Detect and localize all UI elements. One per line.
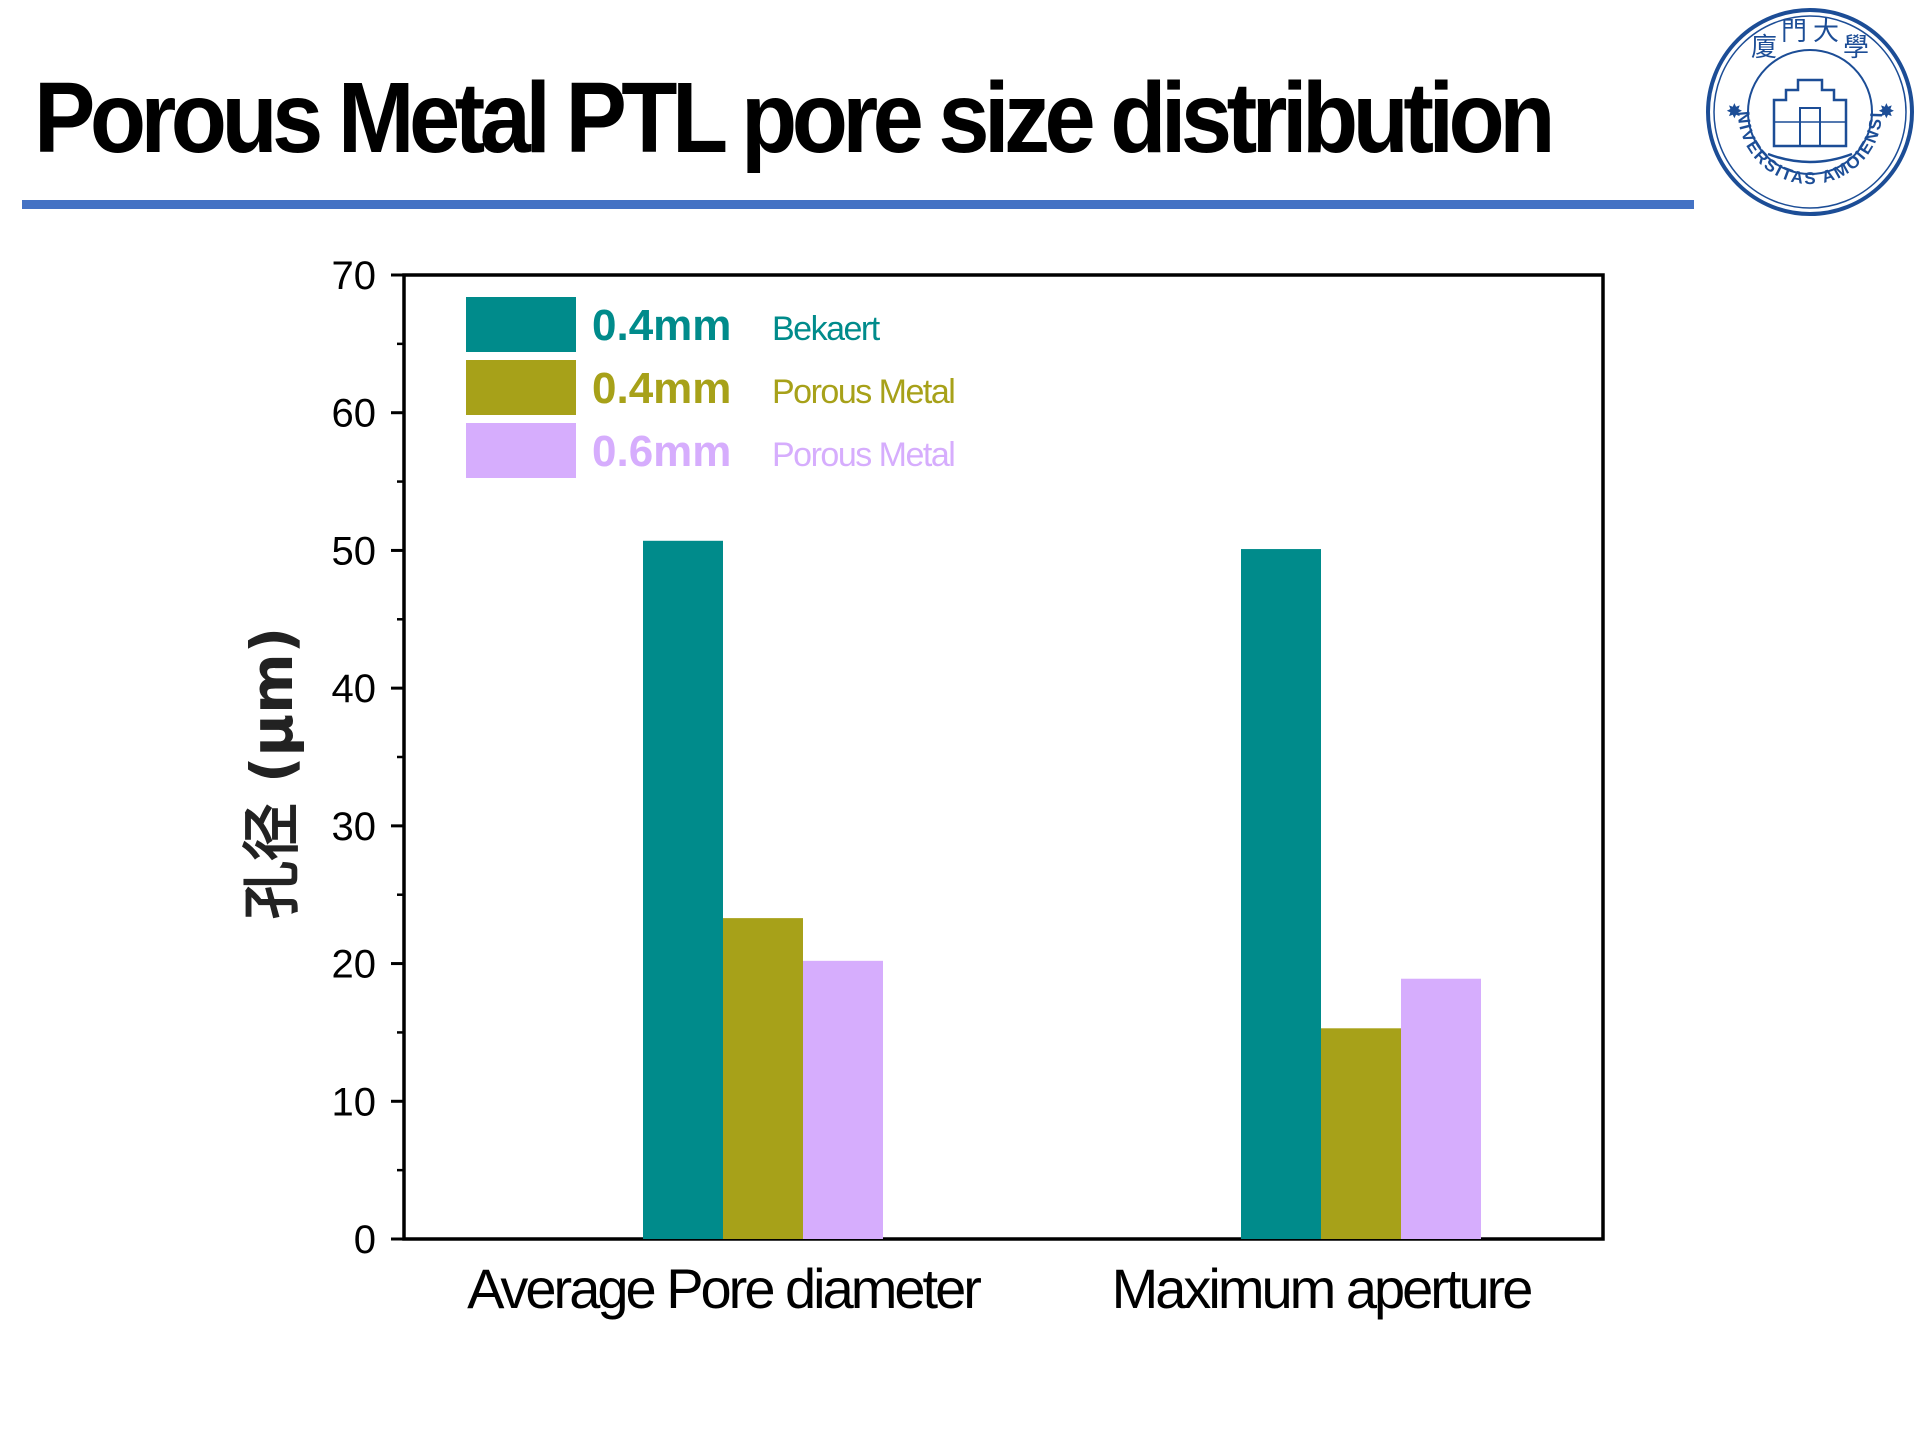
x-category-label: Maximum aperture <box>1112 1257 1532 1320</box>
title-divider <box>22 200 1694 209</box>
bar <box>803 960 883 1239</box>
x-category-label: Average Pore diameter <box>467 1257 981 1320</box>
bar <box>723 918 803 1239</box>
legend-size-label: 0.6mm <box>592 427 731 476</box>
university-seal-logo: 廈 門 大 學 UNIVERSITAS AMOIENSIS ✸ ✸ <box>1702 4 1914 216</box>
legend-series-name: Bekaert <box>772 310 881 348</box>
legend-size-label: 0.4mm <box>592 301 731 350</box>
legend-swatch <box>466 423 576 478</box>
seal-character: 大 <box>1813 17 1839 47</box>
y-tick-label: 60 <box>332 392 377 436</box>
legend-swatch <box>466 360 576 415</box>
seal-character: 學 <box>1843 33 1869 63</box>
seal-star: ✸ <box>1726 99 1743 123</box>
y-tick-label: 70 <box>332 254 377 298</box>
svg-text:孔径 (μm): 孔径 (μm) <box>238 627 306 919</box>
seal-character: 廈 <box>1751 33 1777 63</box>
legend-size-label: 0.4mm <box>592 364 731 413</box>
seal-character: 門 <box>1781 17 1807 47</box>
bar <box>1401 978 1481 1239</box>
seal-star: ✸ <box>1878 99 1895 123</box>
bar <box>643 540 723 1239</box>
y-tick-label: 50 <box>332 529 377 573</box>
y-tick-label: 10 <box>332 1080 377 1124</box>
y-tick-label: 20 <box>332 943 377 987</box>
legend-swatch <box>466 297 576 352</box>
bar <box>1241 549 1321 1239</box>
bar <box>1321 1028 1401 1239</box>
legend-series-name: Porous Metal <box>772 373 954 411</box>
slide-title: Porous Metal PTL pore size distribution <box>34 62 1555 174</box>
y-tick-label: 0 <box>354 1218 376 1262</box>
y-tick-label: 40 <box>332 667 377 711</box>
legend-series-name: Porous Metal <box>772 436 954 474</box>
y-tick-label: 30 <box>332 805 377 849</box>
y-axis-label: 孔径 (μm) <box>238 627 306 919</box>
